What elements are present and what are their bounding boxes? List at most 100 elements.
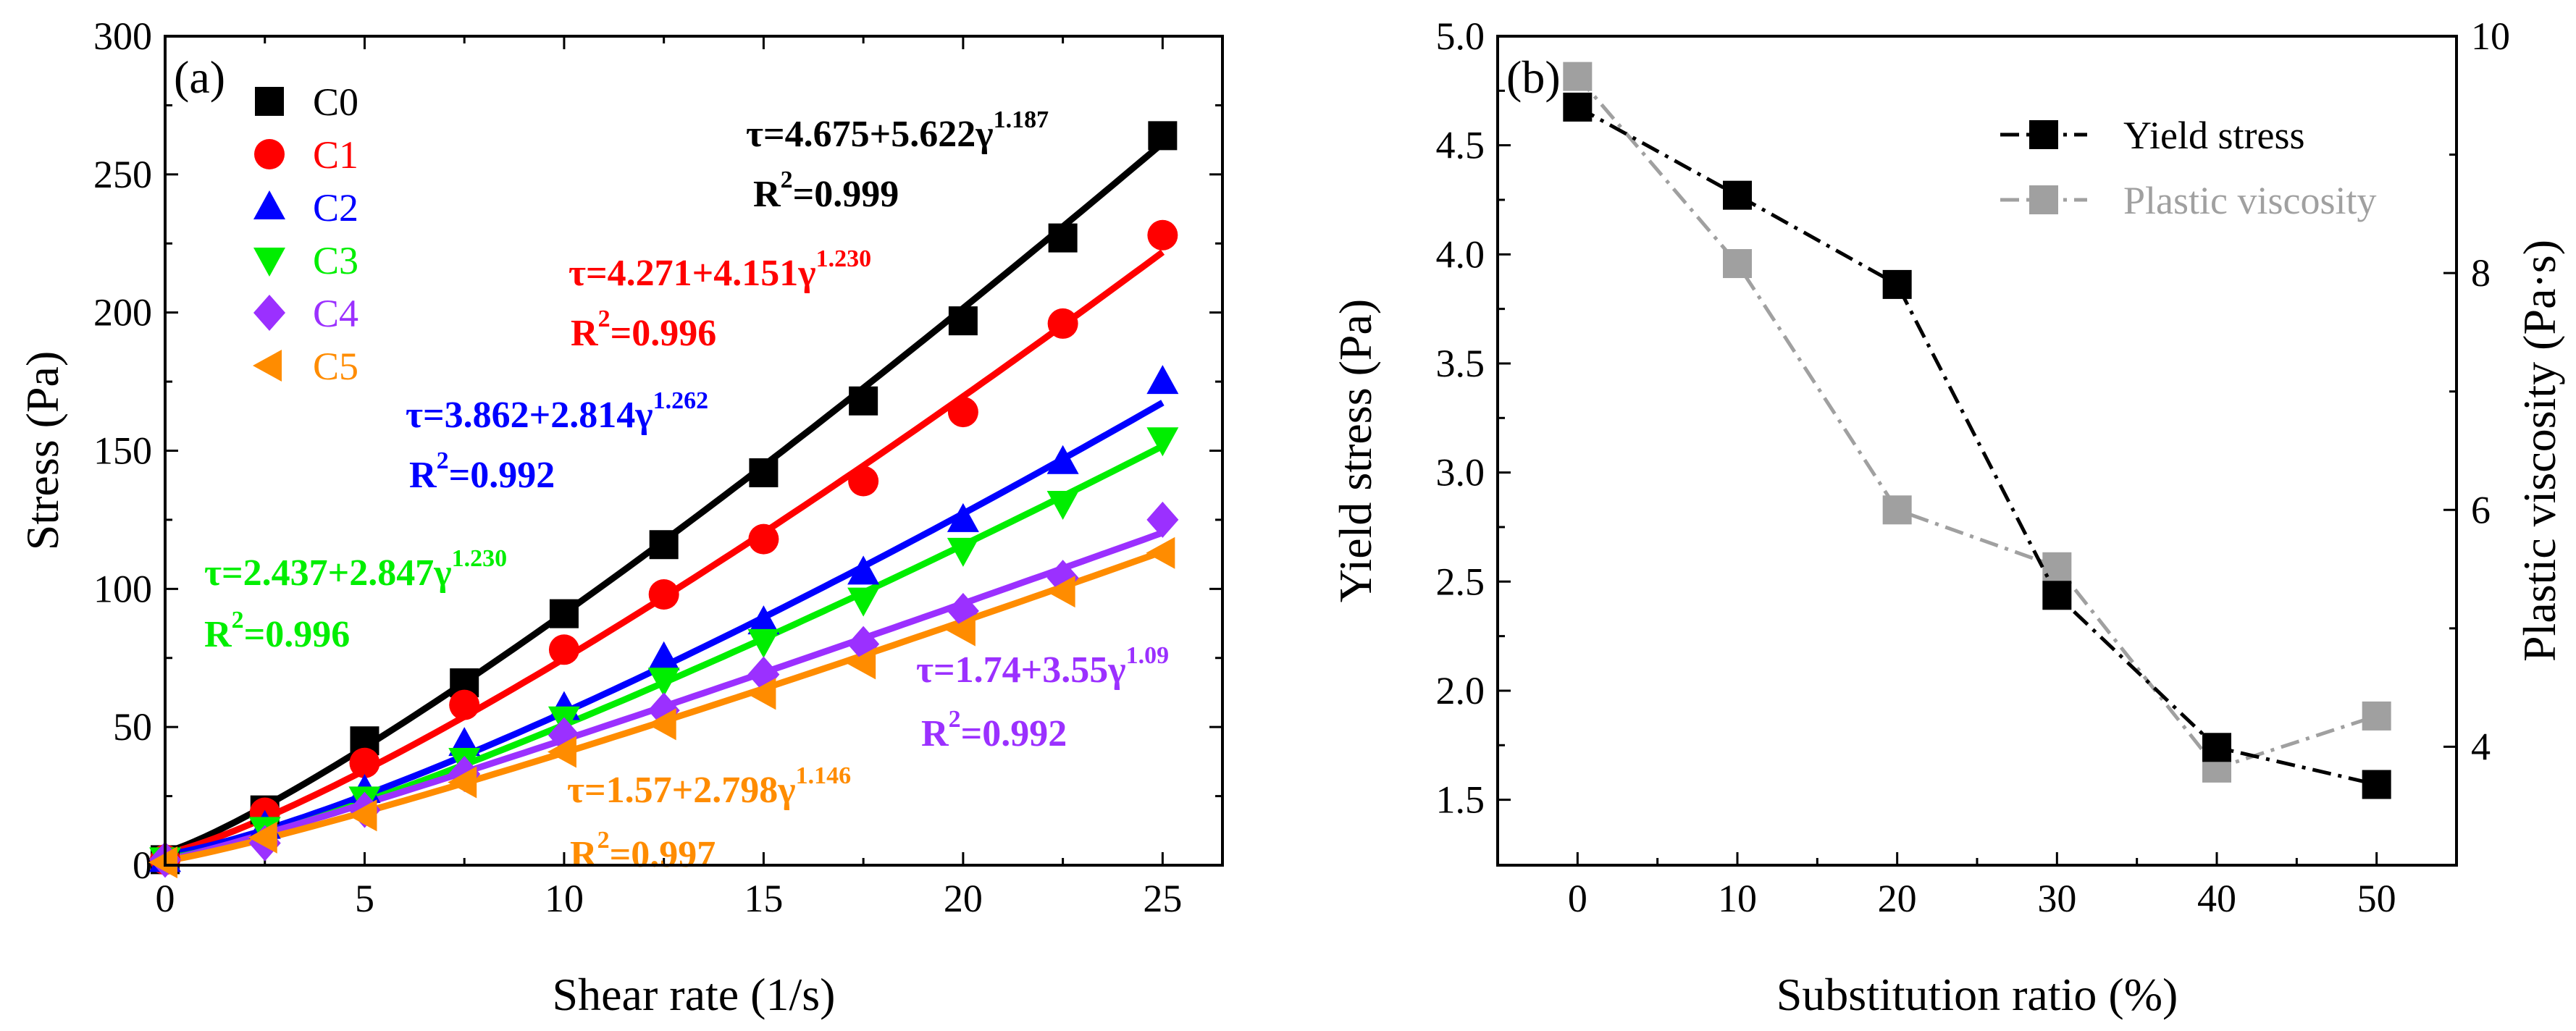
data-point-c5 [847,647,876,680]
data-point-c0 [1048,223,1078,253]
r-squared-superscript: 2 [781,167,793,193]
data-point-c5 [747,678,776,710]
data-point-yield-stress [1882,269,1912,299]
fit-equation-main: τ=1.74+3.55γ [916,649,1126,691]
data-point-c5 [248,821,277,854]
legend-label-c1: C1 [313,133,358,177]
y-tick-label-a: 200 [93,291,152,334]
r-squared-c2: R2=0.992 [409,447,555,496]
data-point-c0 [350,726,379,756]
legend-label-plastic-viscosity: Plastic viscosity [2123,179,2377,222]
legend-marker-c2 [253,190,285,219]
data-point-plastic-viscosity [1882,495,1912,525]
data-point-c3 [947,537,979,567]
r-squared-symbol: R [753,174,781,215]
data-point-c5 [946,614,976,647]
y-tick-label-left-b: 3.0 [1436,451,1485,495]
data-point-c1 [1047,308,1078,339]
r-squared-superscript: 2 [597,827,610,854]
r-squared-c5: R2=0.997 [570,827,716,875]
r-squared-value: =0.996 [244,614,351,655]
data-point-c3 [1146,427,1179,457]
r-squared-c0: R2=0.999 [753,167,899,215]
x-axis-title-a: Shear rate (1/s) [553,969,836,1020]
legend-marker-c4 [253,295,285,331]
data-point-c2 [647,641,680,670]
y-tick-label-a: 150 [93,429,152,473]
fit-equation-main: τ=4.675+5.622γ [746,114,994,155]
legend-label-c0: C0 [313,80,358,124]
r-squared-superscript: 2 [949,706,961,733]
fit-equation-c0: τ=4.675+5.622γ1.187 [746,106,1049,155]
r-squared-symbol: R [204,614,232,655]
x-tick-label-b: 50 [2357,877,2396,920]
fit-equation-exponent: 1.230 [816,245,872,272]
plot-frame-a [164,35,1224,867]
x-axis-title-b: Substitution ratio (%) [1776,969,2178,1020]
data-point-c0 [549,599,579,628]
x-tick-label-b: 40 [2197,877,2236,920]
data-point-c2 [947,502,979,532]
fit-equation-exponent: 1.262 [653,387,709,414]
x-tick-label-b: 0 [1568,877,1587,920]
x-tick-label-b: 20 [1878,877,1917,920]
r-squared-c4: R2=0.992 [921,706,1067,754]
data-point-plastic-viscosity [1563,62,1593,91]
r-squared-c1: R2=0.996 [571,306,716,354]
fit-equation-c4: τ=1.74+3.55γ1.09 [916,642,1169,691]
legend-label-c2: C2 [313,186,358,230]
panel-label-b: (b) [1506,51,1561,103]
fit-equation-exponent: 1.09 [1126,642,1170,669]
data-point-c5 [647,708,676,741]
data-point-c0 [649,530,679,560]
fit-equation-c3: τ=2.437+2.847γ1.230 [204,545,507,594]
data-point-c0 [948,306,978,336]
data-point-c3 [747,628,780,658]
r-squared-value: =0.999 [793,174,899,215]
data-point-c5 [1046,576,1075,608]
data-point-c2 [1146,365,1179,395]
data-point-c5 [448,766,477,799]
r-squared-superscript: 2 [598,306,611,332]
y-tick-label-a: 0 [133,843,152,887]
x-tick-label-b: 30 [2037,877,2076,920]
legend-marker-c5 [253,350,282,382]
r-squared-symbol: R [921,713,949,754]
x-tick-label-b: 10 [1718,877,1757,920]
y-tick-label-right-b: 4 [2471,725,2491,768]
r-squared-value: =0.997 [610,834,716,875]
data-point-c3 [647,668,680,697]
r-squared-superscript: 2 [437,447,449,474]
y-tick-label-left-b: 5.0 [1436,14,1485,58]
x-tick-label-a: 0 [156,877,175,920]
data-point-c1 [449,689,480,720]
y-axis-title-right-b: Plastic viscosity (Pa·s) [2514,240,2565,662]
y-tick-label-right-b: 10 [2471,14,2510,58]
r-squared-symbol: R [570,834,598,875]
legend-marker-c1 [254,139,285,169]
r-squared-superscript: 2 [232,607,244,634]
x-tick-label-a: 15 [744,877,783,920]
y-tick-label-a: 300 [93,14,152,58]
data-point-c0 [849,386,878,416]
x-tick-label-a: 20 [944,877,983,920]
data-point-c5 [148,846,177,879]
y-tick-label-a: 250 [93,153,152,196]
r-squared-c3: R2=0.996 [204,607,350,655]
fit-equation-exponent: 1.146 [796,762,852,789]
fit-equation-main: τ=2.437+2.847γ [204,552,452,594]
fit-equation-main: τ=4.271+4.151γ [569,253,816,294]
fit-equation-main: τ=1.57+2.798γ [567,770,796,811]
r-squared-symbol: R [571,313,599,354]
data-point-c0 [749,458,779,488]
y-tick-label-left-b: 3.5 [1436,342,1485,385]
data-point-c2 [1046,445,1079,474]
r-squared-symbol: R [409,455,437,496]
data-point-c0 [1148,121,1178,151]
data-point-c1 [548,634,579,665]
series-line-yield-stress [1577,105,2378,786]
r-squared-value: =0.992 [449,455,555,496]
data-point-plastic-viscosity [2362,701,2391,731]
